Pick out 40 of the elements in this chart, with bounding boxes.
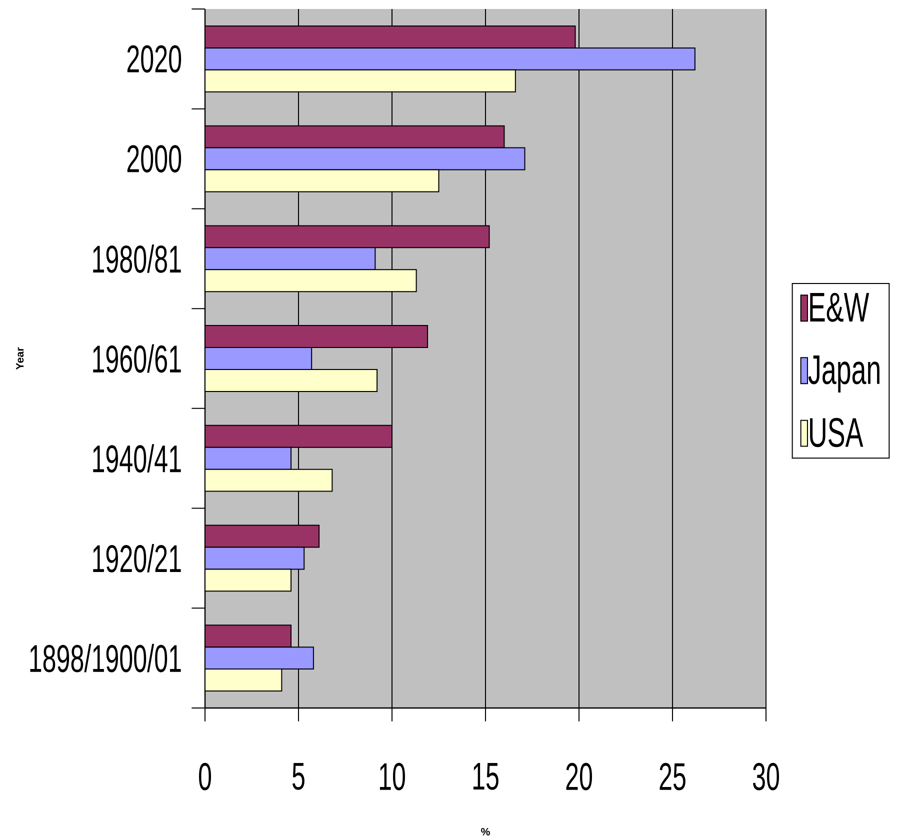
bar	[205, 147, 526, 170]
y-tick-label: 1980/81	[93, 244, 181, 273]
bar	[205, 368, 378, 392]
legend-label: E&W	[810, 292, 870, 322]
x-axis-title: %	[481, 828, 490, 836]
bar	[205, 325, 428, 348]
bar	[205, 247, 376, 270]
x-tick-label: 30	[752, 762, 780, 790]
bar	[205, 269, 417, 292]
y-tick-label: 2000	[127, 145, 182, 172]
bar	[205, 646, 314, 670]
legend-label: Japan	[808, 355, 880, 392]
x-tick-label: 5	[292, 762, 304, 790]
bar	[205, 668, 282, 692]
bar	[205, 468, 333, 492]
bar	[205, 568, 292, 592]
legend-label: USA	[810, 418, 864, 448]
x-tick-label: 0	[198, 762, 212, 790]
bar	[205, 524, 320, 548]
bar	[205, 424, 393, 448]
y-tick-label: 1960/61	[93, 344, 181, 373]
bar	[205, 624, 292, 648]
x-tick-label: 20	[566, 762, 592, 790]
y-axis-title: Year	[16, 347, 24, 370]
y-tick-label: 1898/1900/01	[30, 644, 181, 672]
bar	[205, 25, 576, 48]
bar	[205, 546, 305, 570]
bar	[205, 69, 516, 92]
y-tick-label: 2020	[127, 45, 182, 73]
bar	[205, 169, 440, 192]
bar	[205, 225, 490, 248]
bar	[205, 446, 292, 470]
x-tick-label: 25	[660, 762, 686, 790]
bar	[205, 47, 696, 70]
bar	[205, 125, 505, 148]
x-tick-label: 15	[473, 762, 498, 790]
y-tick-label: 1920/21	[93, 544, 181, 572]
y-tick-label: 1940/41	[93, 444, 181, 473]
x-tick-label: 10	[380, 762, 406, 790]
bar	[205, 347, 312, 370]
